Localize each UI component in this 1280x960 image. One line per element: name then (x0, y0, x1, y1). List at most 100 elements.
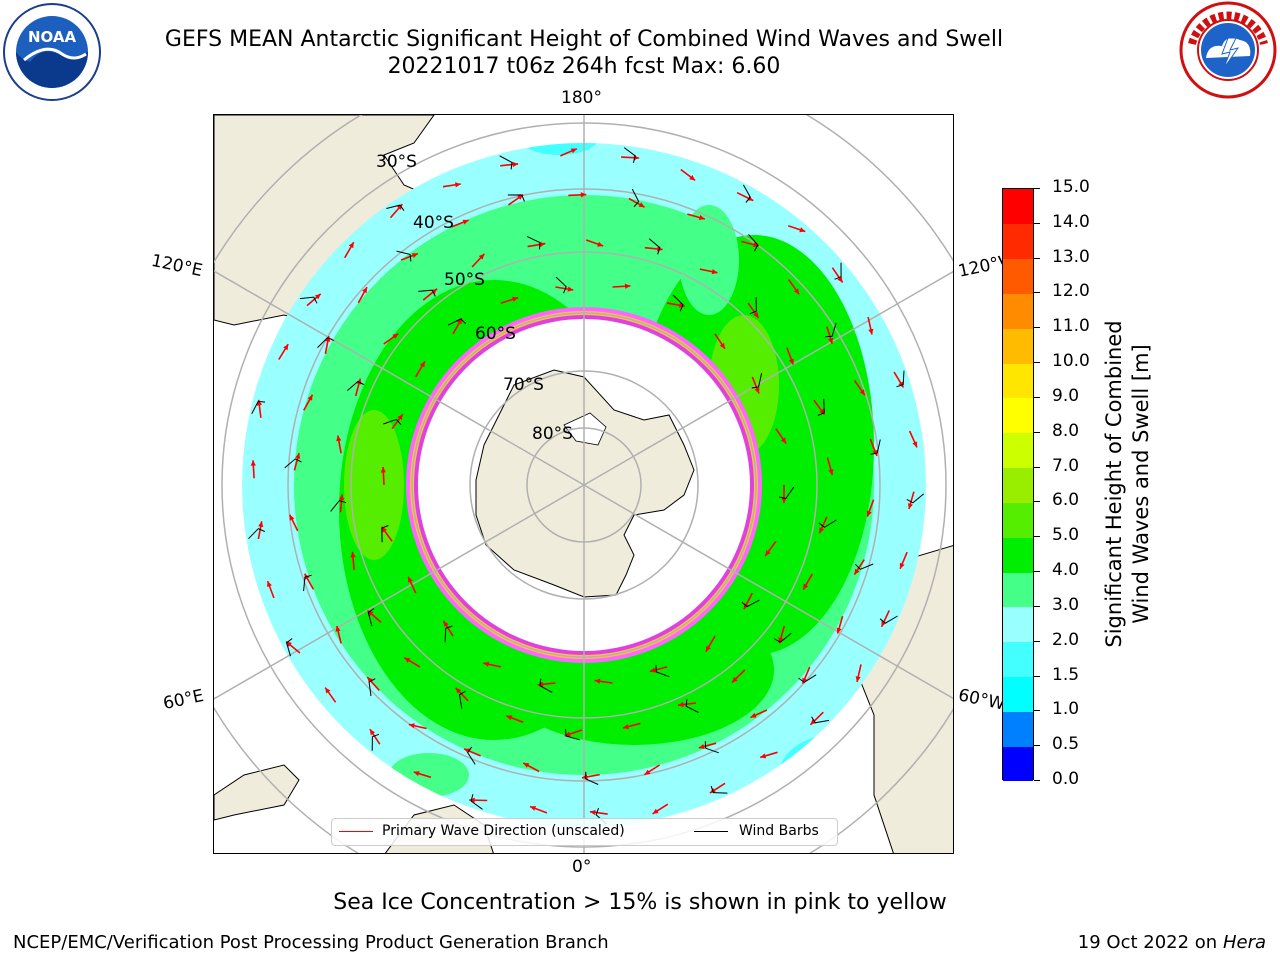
wave-direction-arrowhead (506, 715, 513, 721)
colorbar-segment (1003, 572, 1033, 608)
lon-label-120e: 120°E (149, 250, 205, 282)
wind-barb (539, 678, 553, 693)
wave-direction-arrowhead (872, 449, 878, 456)
wave-direction-arrowhead (698, 744, 705, 749)
lon-label-60w: 60°W (956, 685, 1007, 715)
wind-barb (555, 276, 567, 294)
wind-barb (584, 771, 599, 785)
wave-direction-arrowhead (367, 677, 373, 683)
wind-barb (286, 638, 293, 657)
wave-direction-arrowhead (912, 441, 918, 448)
wave-direction-arrowhead (788, 358, 794, 365)
wind-barb (470, 794, 483, 810)
wave-direction-arrowhead (624, 283, 631, 289)
colorbar-segment (1003, 432, 1033, 469)
map-legend: Primary Wave Direction (unscaled) Wind B… (331, 818, 838, 846)
wind-barb (825, 322, 837, 338)
wave-direction-arrowhead (837, 276, 843, 283)
colorbar-tick-label: 7.0 (1052, 455, 1080, 476)
wave-direction-arrowhead (803, 583, 809, 590)
wave-direction-arrowhead (530, 806, 536, 811)
wind-barb (467, 746, 476, 765)
wave-direction-arrowhead (523, 763, 530, 768)
wave-direction-arrowhead (307, 394, 313, 401)
chart-title: GEFS MEAN Antarctic Significant Height o… (164, 27, 1004, 52)
wave-direction-arrowhead (836, 627, 842, 634)
wave-direction-arrowhead (678, 701, 684, 708)
wave-direction-arrowhead (443, 620, 449, 627)
colorbar-tick (1034, 571, 1040, 573)
lon-label-180: 180° (561, 88, 602, 108)
lat-label-30s: 30°S (376, 152, 417, 172)
colorbar-tick (1034, 675, 1040, 677)
colorbar-tick (1034, 780, 1040, 781)
wind-barb (368, 678, 376, 697)
wave-direction-arrowhead (868, 328, 874, 335)
colorbar-tick (1034, 257, 1040, 259)
colorbar-tick-label: 6.0 (1052, 490, 1080, 511)
colorbar-segment (1003, 537, 1033, 573)
colorbar-tick-label: 11.0 (1052, 316, 1090, 337)
colorbar-tick (1034, 222, 1040, 224)
colorbar-segment (1003, 223, 1033, 260)
lat-label-50s: 50°S (444, 270, 485, 290)
colorbar-tick-label: 8.0 (1052, 420, 1080, 441)
wave-direction-arrowhead (295, 453, 301, 459)
wave-direction-arrowhead (283, 344, 289, 351)
wave-direction-arrowhead (348, 242, 354, 249)
wind-barb (284, 458, 302, 469)
wave-direction-arrowhead (898, 381, 904, 388)
wind-barb (855, 563, 874, 570)
map-panel[interactable] (213, 114, 954, 854)
wind-barb (317, 337, 335, 348)
colorbar (1002, 188, 1034, 782)
wind-barb (303, 574, 312, 592)
wave-direction-arrowhead (819, 527, 825, 534)
wave-direction-arrowhead (855, 676, 861, 682)
wave-direction-arrowhead (396, 204, 403, 210)
wave-direction-arrowhead (907, 503, 913, 509)
wave-direction-arrowhead (397, 414, 403, 421)
wave-direction-arrowhead (750, 712, 757, 718)
wind-barb (748, 234, 759, 252)
wind-barb (386, 204, 405, 211)
wave-direction-arrowhead (267, 581, 272, 587)
nws-logo-icon (1179, 1, 1277, 99)
colorbar-tick-label: 13.0 (1052, 246, 1090, 267)
wave-direction-arrowhead (392, 333, 399, 339)
colorbar-tick (1034, 745, 1040, 747)
wave-direction-arrowhead (859, 389, 865, 396)
wind-barb (396, 250, 412, 262)
wave-direction-arrowhead (419, 361, 425, 368)
wave-direction-arrowhead (462, 219, 469, 225)
colorbar-tick (1034, 396, 1040, 398)
wave-direction-arrowhead (339, 494, 345, 500)
colorbar-tick-label: 3.0 (1052, 594, 1080, 615)
wave-direction-arrowhead (258, 521, 264, 528)
wave-direction-arrowhead (570, 148, 577, 154)
wind-barb (751, 373, 763, 389)
wave-direction-arrowhead (623, 724, 629, 730)
lat-label-70s: 70°S (503, 375, 544, 395)
wave-direction-arrowhead (256, 399, 262, 406)
wave-direction-arrowhead (594, 678, 601, 684)
wind-barb (870, 439, 881, 455)
wind-barb (685, 699, 699, 714)
wave-direction-arrowhead (478, 253, 485, 260)
colorbar-tick-label: 10.0 (1052, 351, 1090, 372)
noaa-logo-text: NOAA (28, 28, 77, 46)
colorbar-tick-label: 15.0 (1052, 177, 1090, 197)
colorbar-tick (1034, 501, 1040, 503)
sea-ice-note: Sea Ice Concentration > 15% is shown in … (333, 890, 947, 915)
wind-barb-legend-label: Wind Barbs (739, 823, 819, 839)
wind-barb (251, 400, 266, 415)
colorbar-tick-label: 14.0 (1052, 211, 1090, 232)
wave-direction-arrowhead (754, 387, 760, 394)
wind-barb (418, 289, 436, 297)
wave-direction-arrowhead (469, 797, 475, 803)
colorbar-segment (1003, 641, 1033, 678)
wave-direction-arrowhead (362, 287, 367, 294)
colorbar-tick (1034, 292, 1040, 294)
noaa-logo-icon: NOAA (3, 3, 101, 101)
wave-direction-arrowhead (512, 161, 519, 168)
